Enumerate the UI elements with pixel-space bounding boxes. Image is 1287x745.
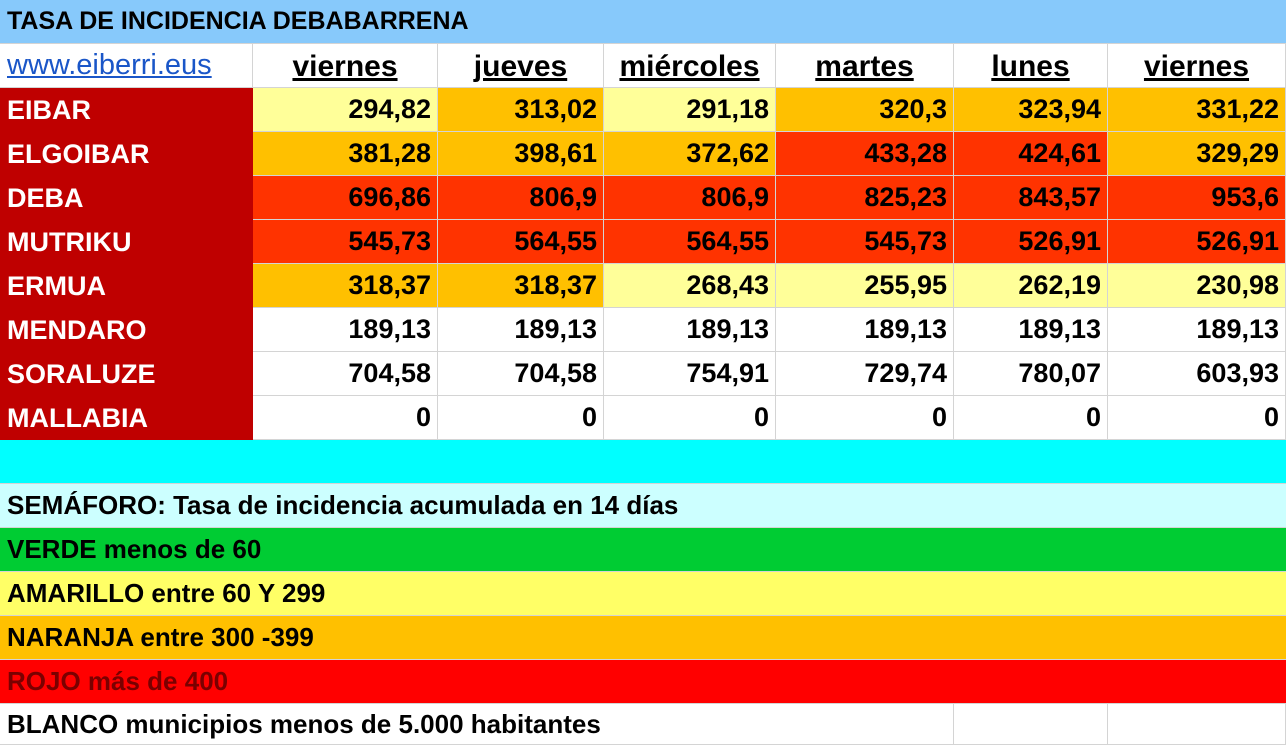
rate-cell: 0 xyxy=(776,396,954,440)
day-header: jueves xyxy=(438,44,604,88)
municipality-name: MENDARO xyxy=(0,308,253,352)
rate-cell: 331,22 xyxy=(1108,88,1286,132)
rate-cell: 398,61 xyxy=(438,132,604,176)
rate-cell: 953,6 xyxy=(1108,176,1286,220)
rate-cell: 189,13 xyxy=(776,308,954,352)
rate-cell: 424,61 xyxy=(954,132,1108,176)
rate-cell: 0 xyxy=(604,396,776,440)
rate-cell: 754,91 xyxy=(604,352,776,396)
rate-cell: 603,93 xyxy=(1108,352,1286,396)
legend-header: SEMÁFORO: Tasa de incidencia acumulada e… xyxy=(0,484,1286,528)
rate-cell: 313,02 xyxy=(438,88,604,132)
rate-cell: 291,18 xyxy=(604,88,776,132)
rate-cell: 268,43 xyxy=(604,264,776,308)
rate-cell: 806,9 xyxy=(604,176,776,220)
rate-cell: 545,73 xyxy=(253,220,438,264)
day-header: lunes xyxy=(954,44,1108,88)
municipality-name: MALLABIA xyxy=(0,396,253,440)
municipality-name: ELGOIBAR xyxy=(0,132,253,176)
municipality-name: EIBAR xyxy=(0,88,253,132)
rate-cell: 704,58 xyxy=(438,352,604,396)
rate-cell: 696,86 xyxy=(253,176,438,220)
legend-green: VERDE menos de 60 xyxy=(0,528,1286,572)
rate-cell: 255,95 xyxy=(776,264,954,308)
day-header: viernes xyxy=(253,44,438,88)
rate-cell: 526,91 xyxy=(1108,220,1286,264)
rate-cell: 323,94 xyxy=(954,88,1108,132)
rate-cell: 545,73 xyxy=(776,220,954,264)
legend-yellow: AMARILLO entre 60 Y 299 xyxy=(0,572,1286,616)
rate-cell: 0 xyxy=(253,396,438,440)
day-header: miércoles xyxy=(604,44,776,88)
rate-cell: 294,82 xyxy=(253,88,438,132)
rate-cell: 189,13 xyxy=(604,308,776,352)
legend-red: ROJO más de 400 xyxy=(0,660,1286,704)
rate-cell: 433,28 xyxy=(776,132,954,176)
rate-cell: 825,23 xyxy=(776,176,954,220)
municipality-name: SORALUZE xyxy=(0,352,253,396)
rate-cell: 843,57 xyxy=(954,176,1108,220)
municipality-name: ERMUA xyxy=(0,264,253,308)
rate-cell: 564,55 xyxy=(604,220,776,264)
rate-cell: 318,37 xyxy=(253,264,438,308)
rate-cell: 729,74 xyxy=(776,352,954,396)
sheet-title: TASA DE INCIDENCIA DEBABARRENA xyxy=(0,0,1286,44)
rate-cell: 262,19 xyxy=(954,264,1108,308)
day-header: viernes xyxy=(1108,44,1286,88)
municipality-name: MUTRIKU xyxy=(0,220,253,264)
rate-cell: 381,28 xyxy=(253,132,438,176)
legend-orange: NARANJA entre 300 -399 xyxy=(0,616,1286,660)
rate-cell: 318,37 xyxy=(438,264,604,308)
empty-cell xyxy=(1108,704,1286,745)
rate-cell: 526,91 xyxy=(954,220,1108,264)
rate-cell: 189,13 xyxy=(954,308,1108,352)
rate-cell: 0 xyxy=(1108,396,1286,440)
municipality-name: DEBA xyxy=(0,176,253,220)
empty-cell xyxy=(954,704,1108,745)
rate-cell: 320,3 xyxy=(776,88,954,132)
rate-cell: 329,29 xyxy=(1108,132,1286,176)
site-link[interactable]: www.eiberri.eus xyxy=(0,44,253,88)
rate-cell: 0 xyxy=(438,396,604,440)
rate-cell: 564,55 xyxy=(438,220,604,264)
rate-cell: 189,13 xyxy=(438,308,604,352)
rate-cell: 372,62 xyxy=(604,132,776,176)
rate-cell: 189,13 xyxy=(253,308,438,352)
rate-cell: 230,98 xyxy=(1108,264,1286,308)
separator-row xyxy=(0,440,1286,484)
rate-cell: 806,9 xyxy=(438,176,604,220)
rate-cell: 780,07 xyxy=(954,352,1108,396)
rate-cell: 189,13 xyxy=(1108,308,1286,352)
legend-white: BLANCO municipios menos de 5.000 habitan… xyxy=(0,704,954,745)
rate-cell: 0 xyxy=(954,396,1108,440)
day-header: martes xyxy=(776,44,954,88)
rate-cell: 704,58 xyxy=(253,352,438,396)
